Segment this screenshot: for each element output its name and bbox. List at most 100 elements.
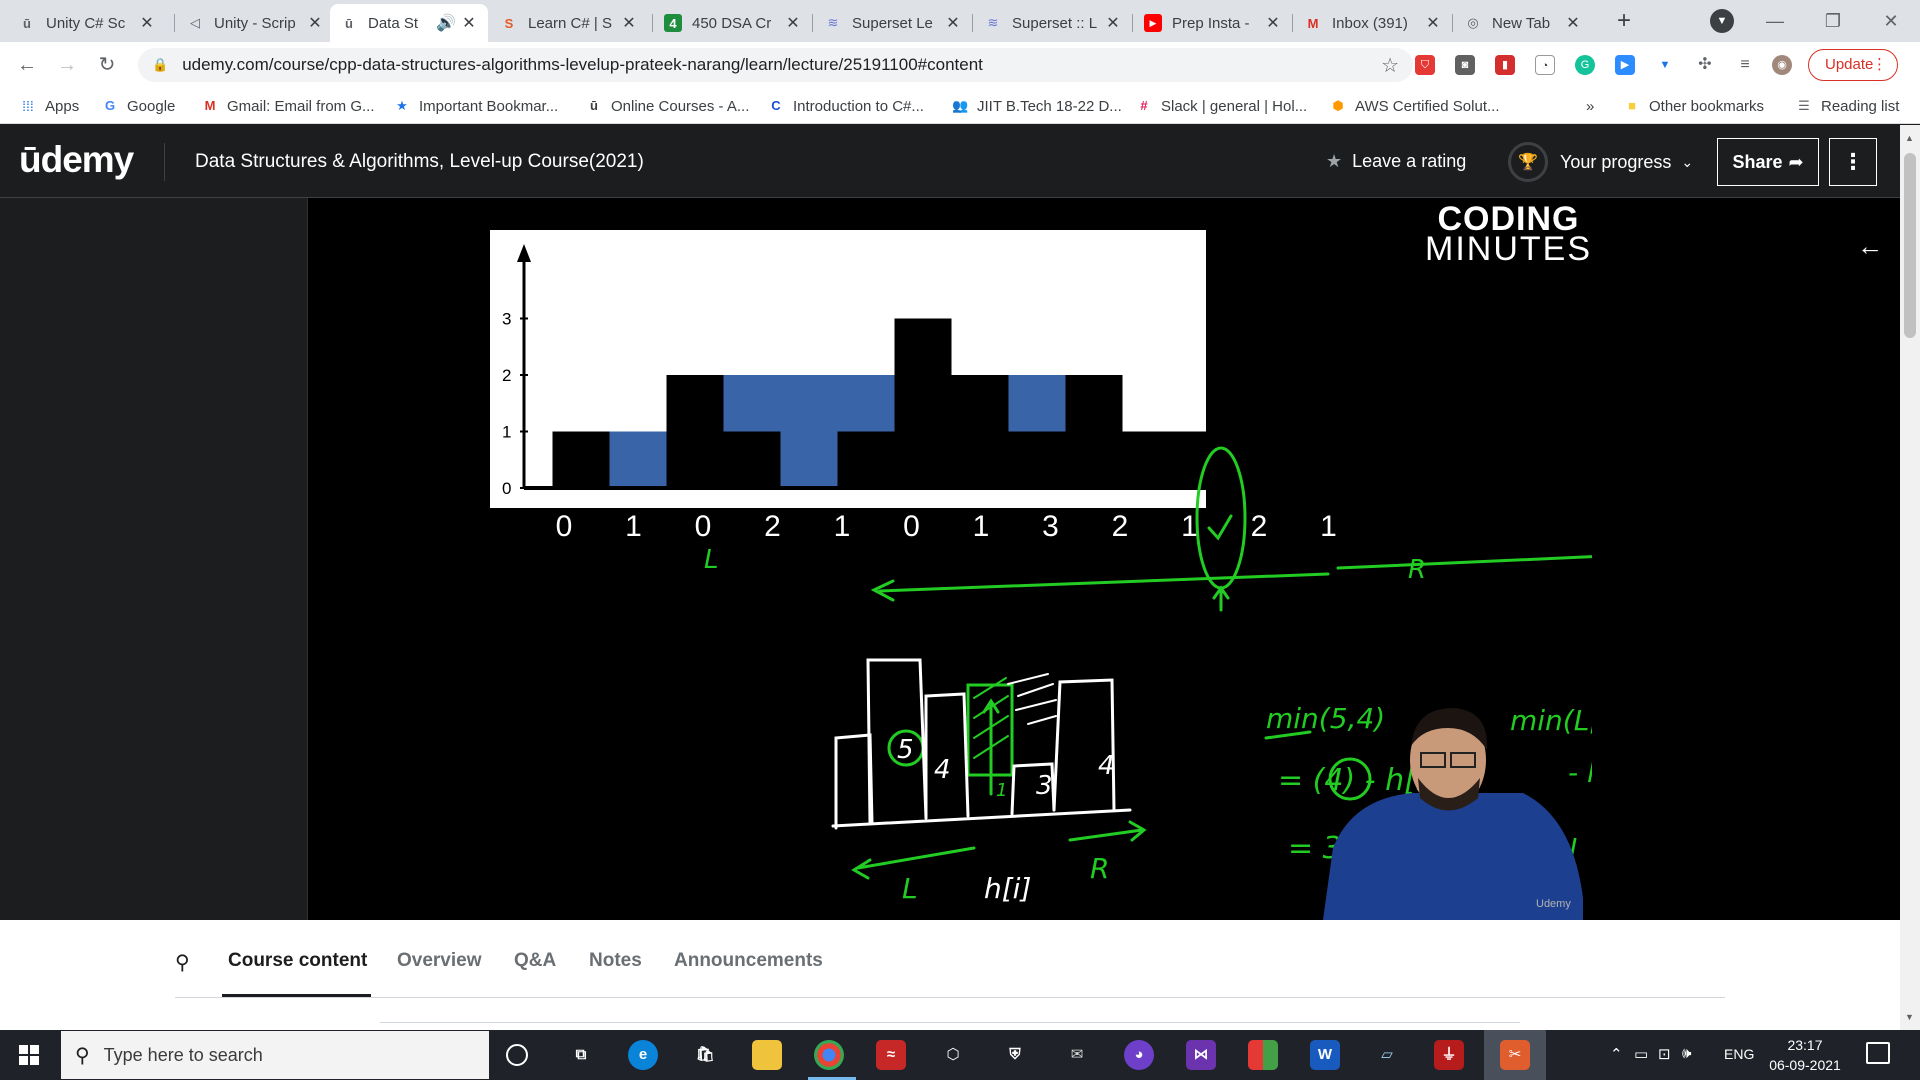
browser-tab[interactable]: ◁ Unity - Scrip ✕ <box>176 4 334 42</box>
lock-icon[interactable]: 🔒 <box>152 57 169 72</box>
close-tab-icon[interactable]: ✕ <box>1566 15 1580 32</box>
forward-button[interactable]: → <box>57 54 77 76</box>
unity-icon[interactable]: ⬡ <box>946 1046 960 1063</box>
url-text[interactable]: udemy.com/course/cpp-data-structures-alg… <box>182 55 983 74</box>
video-player[interactable]: 0 1 2 3 0 1 0 2 1 0 1 3 2 1 2 1 <box>0 198 1900 920</box>
video-frame[interactable]: 0 1 2 3 0 1 0 2 1 0 1 3 2 1 2 1 <box>308 198 1592 920</box>
language-indicator[interactable]: ENG <box>1724 1046 1755 1062</box>
start-button[interactable] <box>0 1030 58 1080</box>
scroll-down-icon[interactable]: ▼ <box>1905 1012 1914 1022</box>
git-tool-icon[interactable]: ≈ <box>876 1040 906 1070</box>
browser-tab[interactable]: ◎ New Tab ✕ <box>1454 4 1592 42</box>
tab-search-button[interactable]: ▼ <box>1710 9 1734 33</box>
github-desktop-icon[interactable]: ◕ <box>1124 1040 1154 1070</box>
bookmarks-overflow-button[interactable]: » <box>1586 97 1595 115</box>
progress-dropdown[interactable]: 🏆 Your progress ⌄ <box>1508 142 1693 182</box>
profile-extension-icon[interactable]: ◙ <box>1455 55 1475 75</box>
tab-course-content[interactable]: Course content <box>228 950 368 971</box>
pocket-extension-icon[interactable]: ⛉ <box>1415 55 1435 75</box>
bookmark-jiit[interactable]: 👥 JIIT B.Tech 18-22 D... <box>952 94 1122 118</box>
clock[interactable]: 23:17 06-09-2021 <box>1760 1035 1850 1075</box>
minimize-window-button[interactable]: — <box>1766 11 1784 31</box>
new-tab-button[interactable]: + <box>1616 7 1631 34</box>
bookmark-google[interactable]: G Google <box>102 94 175 118</box>
snip-tool-icon[interactable]: ✂ <box>1500 1040 1530 1070</box>
chevron-up-icon[interactable]: ⌃ <box>1610 1046 1623 1063</box>
bookmark-important[interactable]: ★ Important Bookmar... <box>394 94 558 118</box>
share-button[interactable]: Share ➦ <box>1717 138 1819 186</box>
visual-studio-icon[interactable]: ⋈ <box>1186 1040 1216 1070</box>
more-options-button[interactable]: ⋮ <box>1829 138 1877 186</box>
security-shield-icon[interactable]: ⛨ <box>1009 1046 1021 1063</box>
search-icon[interactable]: ⚲ <box>175 952 190 974</box>
address-bar[interactable]: 🔒 udemy.com/course/cpp-data-structures-a… <box>138 48 1413 82</box>
cortana-icon[interactable] <box>506 1044 528 1066</box>
close-tab-icon[interactable]: ✕ <box>140 15 154 32</box>
extensions-puzzle-icon[interactable]: ✣ <box>1695 55 1715 75</box>
tab-qa[interactable]: Q&A <box>514 950 557 971</box>
browser-tab[interactable]: ≋ Superset Le ✕ <box>814 4 972 42</box>
bookmark-star-icon[interactable]: ☆ <box>1381 55 1399 77</box>
browser-tab[interactable]: ū Unity C# Sc ✕ <box>8 4 166 42</box>
back-button[interactable]: ← <box>17 54 37 76</box>
browser-tab[interactable]: ≋ Superset :: L ✕ <box>974 4 1132 42</box>
zoom-extension-icon[interactable]: ▶ <box>1615 55 1635 75</box>
chrome-icon[interactable] <box>814 1040 844 1070</box>
restore-window-button[interactable]: ❐ <box>1824 11 1842 31</box>
browser-tab[interactable]: ▶ Prep Insta - ✕ <box>1134 4 1292 42</box>
bookmark-aws[interactable]: ⬢ AWS Certified Solut... <box>1330 94 1499 118</box>
browser-tab[interactable]: 4 450 DSA Cr ✕ <box>654 4 812 42</box>
acrobat-icon[interactable]: ⏚ <box>1434 1040 1464 1070</box>
reading-list-button[interactable]: ☰ Reading list <box>1796 94 1899 118</box>
store-icon[interactable]: 🛍 <box>695 1046 715 1063</box>
close-tab-icon[interactable]: ✕ <box>308 15 322 32</box>
bookmark-other[interactable]: ■ Other bookmarks <box>1624 94 1764 118</box>
bookmark-gmail[interactable]: M Gmail: Email from G... <box>202 94 375 118</box>
scroll-up-icon[interactable]: ▲ <box>1905 133 1914 143</box>
close-tab-icon[interactable]: ✕ <box>946 15 960 32</box>
audio-playing-icon[interactable]: 🔊 <box>436 15 456 32</box>
grammarly-extension-icon[interactable]: G <box>1575 55 1595 75</box>
mail-app-icon[interactable]: ✉ <box>1070 1046 1084 1063</box>
speed-extension-icon[interactable]: ◔ <box>1535 55 1555 75</box>
close-tab-icon[interactable]: ✕ <box>786 15 800 32</box>
collapse-sidebar-arrow-icon[interactable]: ← <box>1857 231 1883 261</box>
profile-avatar-icon[interactable]: ◉ <box>1772 55 1792 75</box>
pdf-extension-icon[interactable]: ▮ <box>1495 55 1515 75</box>
battery-icon[interactable]: ▭ <box>1634 1046 1649 1063</box>
scrollbar-thumb[interactable] <box>1904 153 1916 338</box>
volume-icon[interactable]: 🕪 <box>1682 1045 1692 1062</box>
vpn-extension-icon[interactable]: ▼ <box>1655 55 1675 75</box>
edge-icon[interactable]: e <box>628 1040 658 1070</box>
bookmark-apps[interactable]: ⁞⁞⁞ Apps <box>20 94 79 118</box>
browser-tab[interactable]: M Inbox (391) ✕ <box>1294 4 1452 42</box>
update-button[interactable]: Update ⋮ <box>1808 49 1898 81</box>
browser-tab-active[interactable]: ū Data St 🔊 ✕ <box>330 4 488 42</box>
course-title[interactable]: Data Structures & Algorithms, Level-up C… <box>195 151 644 172</box>
notifications-icon[interactable] <box>1866 1042 1890 1064</box>
network-icon[interactable]: ⊡ <box>1658 1046 1671 1063</box>
task-view-icon[interactable]: ⧉ <box>575 1046 587 1063</box>
reload-button[interactable]: ↻ <box>98 54 116 76</box>
close-window-button[interactable]: ✕ <box>1883 11 1899 31</box>
media-controls-icon[interactable]: ≡ <box>1735 55 1755 75</box>
notes-app-icon[interactable]: ▱ <box>1381 1046 1393 1063</box>
leave-rating-button[interactable]: ★ Leave a rating <box>1326 151 1466 172</box>
taskbar-search[interactable]: ⚲ Type here to search <box>61 1031 489 1079</box>
office-icon[interactable] <box>1248 1040 1278 1070</box>
close-tab-icon[interactable]: ✕ <box>1106 15 1120 32</box>
close-tab-icon[interactable]: ✕ <box>462 15 476 32</box>
udemy-logo[interactable]: ūdemy <box>19 139 134 180</box>
bookmark-online-courses[interactable]: ū Online Courses - A... <box>586 94 749 118</box>
bookmark-intro-csharp[interactable]: C Introduction to C#... <box>768 94 924 118</box>
tab-notes[interactable]: Notes <box>589 950 642 971</box>
tab-announcements[interactable]: Announcements <box>674 950 823 971</box>
close-tab-icon[interactable]: ✕ <box>1266 15 1280 32</box>
close-tab-icon[interactable]: ✕ <box>1426 15 1440 32</box>
word-icon[interactable]: W <box>1310 1040 1340 1070</box>
close-tab-icon[interactable]: ✕ <box>622 15 636 32</box>
page-scrollbar[interactable]: ▲ ▼ <box>1900 125 1920 1030</box>
tab-overview[interactable]: Overview <box>397 950 482 971</box>
bookmark-slack[interactable]: # Slack | general | Hol... <box>1136 94 1307 118</box>
file-explorer-icon[interactable] <box>752 1040 782 1070</box>
